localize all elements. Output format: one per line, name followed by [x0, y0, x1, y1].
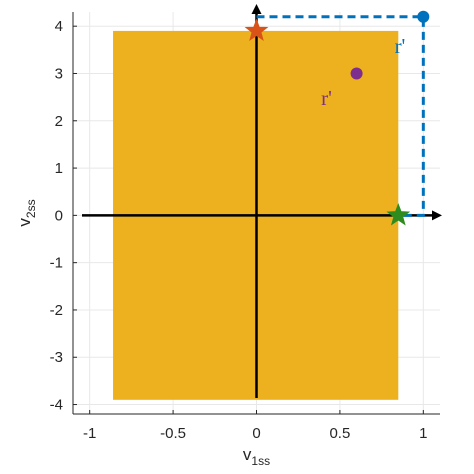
y-tick-label: 4 [55, 18, 63, 35]
y-tick-label: -3 [50, 349, 63, 366]
tick-labels: -1 -0.5 0 0.5 1 -4 -3 -2 -1 0 1 2 3 4 [50, 18, 428, 442]
y-tick-label: -1 [50, 255, 63, 272]
axis-label-subscript: 2ss [24, 199, 38, 218]
x-axis-label: v1ss [243, 445, 270, 468]
star-point [386, 202, 411, 226]
axes [72, 4, 442, 415]
point-annotation: r' [395, 34, 406, 58]
x-tick-label: 1 [419, 425, 427, 442]
x-tick-label: 0 [252, 425, 260, 442]
y-axis-arrowhead [251, 4, 262, 14]
dashed-path [256, 15, 425, 217]
x-tick-label: -0.5 [160, 425, 186, 442]
y-tick-label: 2 [55, 113, 63, 130]
x-tick-label: 0.5 [329, 425, 350, 442]
circle-point [350, 67, 363, 80]
y-axis-label: v2ss [15, 199, 38, 226]
x-axis-arrowhead [432, 210, 442, 221]
point-annotation: r' [321, 86, 332, 110]
axis-label-base: v [243, 445, 252, 464]
y-tick-label: 0 [55, 207, 63, 224]
y-tick-label: 3 [55, 65, 63, 82]
y-tick-label: -2 [50, 302, 63, 319]
data-marks: r' r' [244, 10, 430, 226]
axis-label-base: v [15, 218, 34, 227]
star-point [244, 18, 269, 41]
y-tick-label: -4 [50, 397, 63, 414]
y-tick-label: 1 [55, 160, 63, 177]
x-tick-label: -1 [83, 425, 96, 442]
circle-point [417, 10, 430, 23]
axis-label-subscript: 1ss [251, 454, 270, 468]
